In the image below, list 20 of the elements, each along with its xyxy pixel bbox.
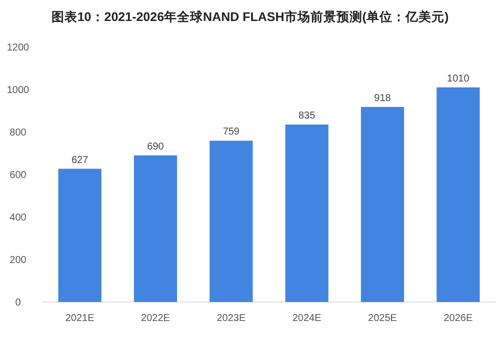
- y-tick-label: 200: [10, 255, 27, 266]
- data-label: 759: [222, 126, 240, 138]
- data-label: 690: [147, 141, 164, 152]
- data-label: 627: [71, 154, 89, 166]
- x-tick-label: 2024E: [292, 313, 322, 324]
- data-label: 1010: [447, 73, 470, 84]
- x-tick-label: 2021E: [65, 313, 95, 324]
- x-tick-label: 2025E: [368, 313, 398, 324]
- x-tick-label: 2022E: [141, 313, 170, 324]
- y-tick-label: 400: [10, 212, 27, 224]
- y-tick-label: 1000: [6, 85, 30, 96]
- x-tick-label: 2026E: [444, 313, 473, 324]
- x-tick-label: 2023E: [216, 313, 246, 324]
- y-tick-label: 1200: [6, 42, 30, 54]
- title: 图表10：2021-2026年全球NAND FLASH市场前景预测(单位：亿美元): [51, 10, 449, 24]
- y-tick-label: 0: [15, 298, 22, 308]
- y-tick-label: 600: [10, 170, 27, 181]
- data-label: 918: [374, 92, 392, 104]
- data-label: 835: [298, 110, 316, 122]
- y-tick-label: 800: [10, 128, 27, 138]
